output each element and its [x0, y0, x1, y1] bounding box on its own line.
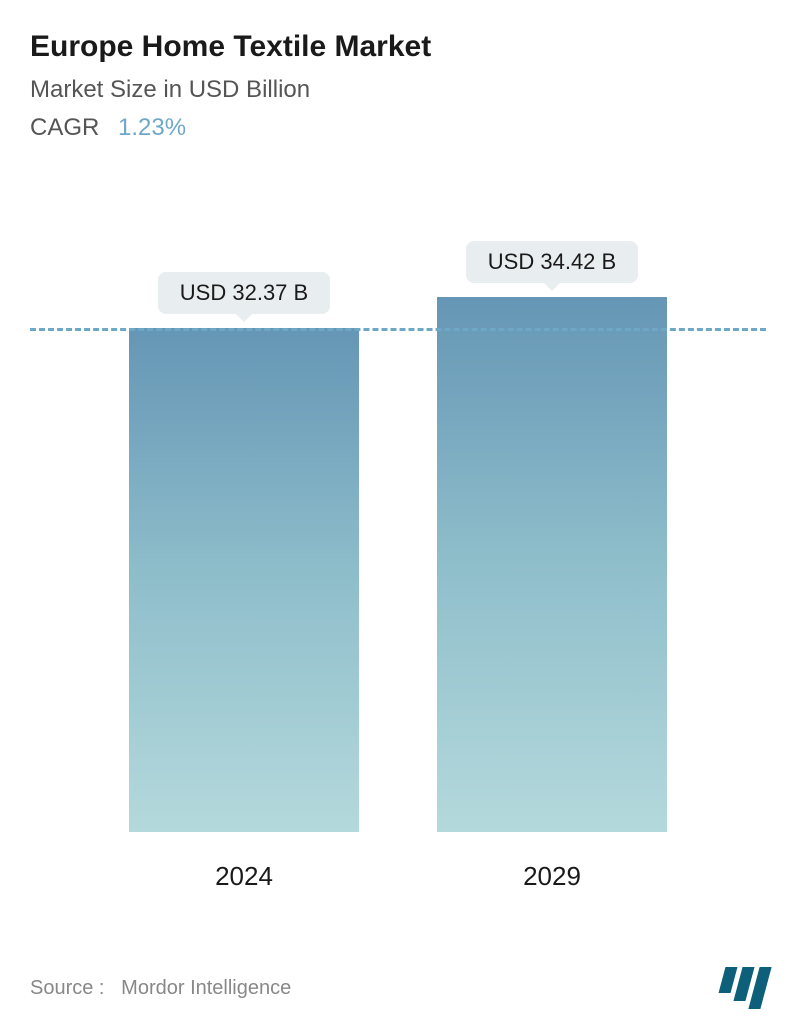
cagr-value: 1.23% [118, 114, 186, 141]
chart-title: Europe Home Textile Market [30, 30, 766, 64]
chart-subtitle: Market Size in USD Billion [30, 76, 766, 104]
cagr-row: CAGR 1.23% [30, 114, 766, 142]
value-badge-2029: USD 34.42 B [466, 241, 638, 283]
chart-area: USD 32.37 B USD 34.42 B 2024 2029 [30, 192, 766, 892]
value-badge-2024: USD 32.37 B [158, 272, 330, 314]
bar-group-2024: USD 32.37 B [119, 272, 369, 832]
source-name: Mordor Intelligence [121, 977, 291, 999]
brand-logo-icon [722, 967, 766, 1009]
cagr-label: CAGR [30, 114, 99, 141]
source-prefix: Source : [30, 977, 104, 999]
reference-line [30, 328, 766, 331]
source-text: Source : Mordor Intelligence [30, 977, 291, 1000]
footer: Source : Mordor Intelligence [30, 967, 766, 1009]
logo-bar-1 [719, 967, 738, 993]
x-label-2024: 2024 [119, 861, 369, 892]
x-axis-labels: 2024 2029 [90, 861, 706, 892]
bar-2024 [129, 328, 359, 832]
bar-2029 [437, 297, 667, 832]
bars-container: USD 32.37 B USD 34.42 B [90, 212, 706, 832]
x-label-2029: 2029 [427, 861, 677, 892]
